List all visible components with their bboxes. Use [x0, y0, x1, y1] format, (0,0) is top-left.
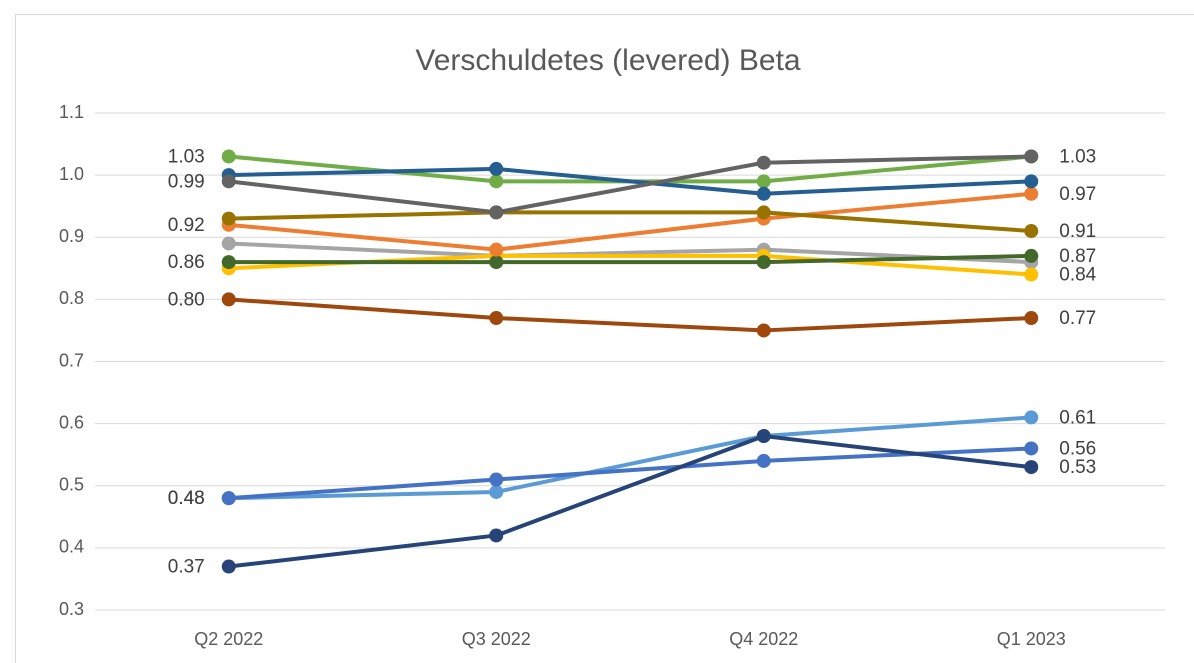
data-label: 0.99 [168, 171, 205, 192]
series-line [228, 241, 1032, 265]
data-point [1024, 311, 1039, 326]
y-tick-label: 0.7 [59, 350, 84, 370]
data-point [756, 174, 771, 189]
data-label: 0.56 [1059, 438, 1096, 459]
data-point [221, 149, 236, 164]
data-point [756, 429, 771, 444]
data-point [221, 292, 236, 307]
series-line [228, 434, 1032, 569]
data-point [489, 311, 504, 326]
y-tick-label: 0.5 [59, 475, 84, 495]
data-point [1024, 460, 1039, 475]
data-point [756, 186, 771, 201]
y-tick-label: 0.8 [59, 288, 84, 308]
x-tick-label: Q4 2022 [729, 629, 798, 649]
y-tick-label: 1.0 [59, 164, 84, 184]
data-point [1024, 410, 1039, 425]
data-point [1024, 149, 1039, 164]
data-label: 0.53 [1059, 457, 1096, 478]
data-point [756, 155, 771, 170]
data-label: 0.86 [168, 252, 205, 273]
data-point [489, 161, 504, 176]
data-label: 0.91 [1059, 221, 1096, 242]
data-label: 0.48 [168, 488, 205, 509]
data-point [489, 174, 504, 189]
data-point [221, 236, 236, 251]
data-point [756, 205, 771, 220]
data-label: 0.61 [1059, 407, 1096, 428]
data-label: 0.92 [168, 215, 205, 236]
data-label: 0.97 [1059, 184, 1096, 205]
data-point [1024, 248, 1039, 263]
x-tick-label: Q3 2022 [462, 629, 531, 649]
data-label: 0.84 [1059, 265, 1096, 286]
data-label: 0.37 [168, 557, 205, 578]
data-label: 1.03 [1059, 147, 1096, 168]
y-tick-label: 1.1 [59, 102, 84, 122]
series-line [228, 253, 1032, 265]
data-point [756, 453, 771, 468]
series-line [228, 446, 1032, 501]
data-point [756, 255, 771, 270]
series-line [228, 415, 1032, 501]
y-tick-label: 0.9 [59, 226, 84, 246]
data-point [489, 484, 504, 499]
y-tick-label: 0.6 [59, 412, 84, 432]
data-point [489, 242, 504, 257]
series-line [228, 166, 1032, 196]
series-line [228, 297, 1032, 333]
x-tick-label: Q1 2023 [997, 629, 1066, 649]
data-point [1024, 267, 1039, 282]
series-line [228, 210, 1032, 234]
data-point [221, 559, 236, 574]
data-point [756, 323, 771, 338]
data-point [1024, 441, 1039, 456]
data-label: 0.87 [1059, 246, 1096, 267]
y-tick-label: 0.3 [59, 599, 84, 619]
data-point [221, 491, 236, 506]
data-point [221, 211, 236, 226]
data-label: 0.77 [1059, 308, 1096, 329]
series-line [228, 154, 1032, 215]
data-point [1024, 186, 1039, 201]
data-point [489, 255, 504, 270]
data-label: 0.48 [168, 488, 205, 509]
data-point [1024, 224, 1039, 239]
data-point [489, 472, 504, 487]
data-label: 0.80 [168, 289, 205, 310]
x-tick-label: Q2 2022 [194, 629, 263, 649]
data-label: 1.03 [168, 147, 205, 168]
chart-border [15, 14, 1194, 663]
y-tick-label: 0.4 [59, 537, 84, 557]
data-point [221, 174, 236, 189]
series-line [228, 191, 1032, 252]
data-point [489, 205, 504, 220]
chart-title: Verschuldetes (levered) Beta [415, 44, 801, 77]
data-point [1024, 174, 1039, 189]
data-point [221, 255, 236, 270]
data-point [489, 528, 504, 543]
